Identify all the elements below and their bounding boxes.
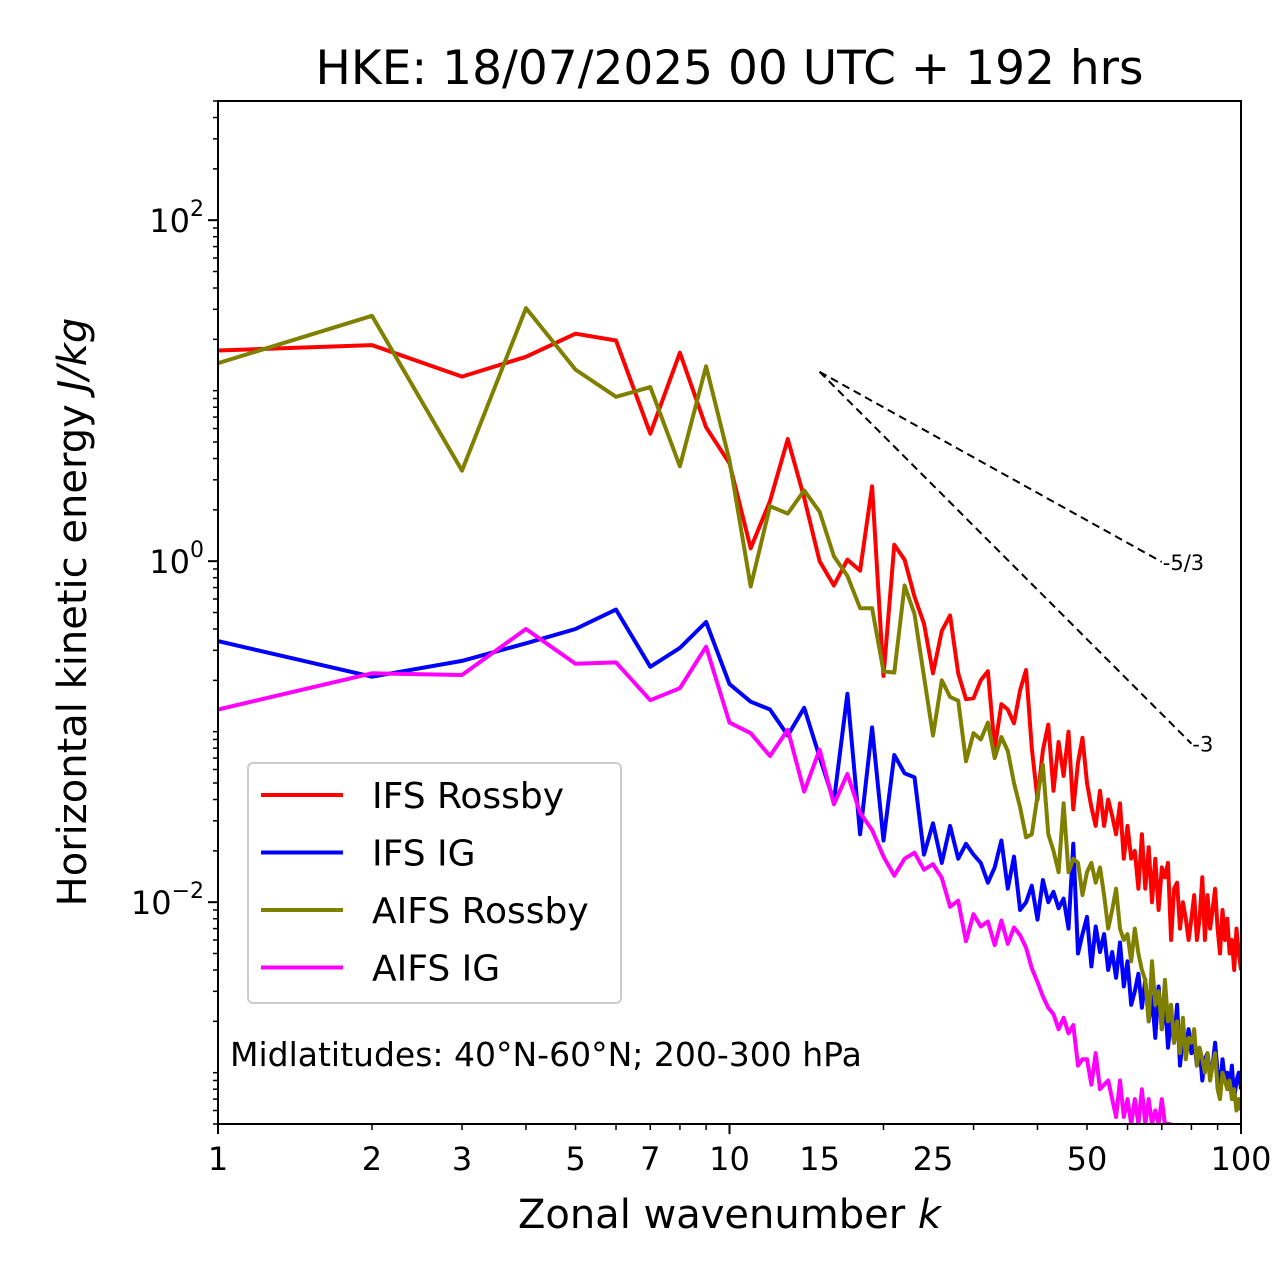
x-tick-label: 25 xyxy=(913,1140,954,1178)
y-tick-label: 100 xyxy=(149,538,204,581)
series-layer xyxy=(218,306,1241,1124)
x-axis-label-text: Zonal wavenumber xyxy=(518,1192,918,1238)
legend-label: AIFS IG xyxy=(372,949,500,990)
region-annotation: Midlatitudes: 40°N-60°N; 200-300 hPa xyxy=(230,1035,862,1074)
reference-line-label-2: -3 xyxy=(1192,733,1213,757)
legend-label: AIFS Rossby xyxy=(372,891,589,932)
y-axis-label: Horizontal kinetic energy J/kg xyxy=(50,318,96,907)
reference-line-1 xyxy=(819,370,1163,563)
x-tick-label: 3 xyxy=(452,1140,472,1178)
reference-lines: -5/3 -3 xyxy=(818,370,1213,757)
y-tick-label: 102 xyxy=(149,197,204,240)
legend-box xyxy=(247,762,622,1004)
x-tick-label: 50 xyxy=(1067,1140,1108,1178)
x-tick-label: 5 xyxy=(565,1140,585,1178)
legend: IFS Rossby IFS IG AIFS Rossby AIFS IG xyxy=(247,762,622,1004)
y-axis-ticks: 102 100 10−2 xyxy=(131,100,218,1125)
x-tick-label: 7 xyxy=(640,1140,660,1178)
legend-entries: IFS Rossby IFS IG AIFS Rossby AIFS IG xyxy=(261,776,589,990)
y-tick-label: 10−2 xyxy=(131,879,204,922)
legend-label: IFS IG xyxy=(372,834,476,875)
x-tick-label: 1 xyxy=(208,1140,228,1178)
x-axis-label-variable: k xyxy=(918,1192,943,1238)
x-axis-label: Zonal wavenumber k xyxy=(518,1192,943,1238)
series-line-aifs-rossby xyxy=(218,306,1241,1113)
x-tick-label: 15 xyxy=(799,1140,840,1178)
y-axis-label-unit: J/kg xyxy=(50,318,96,399)
series-line-aifs-ig xyxy=(218,627,1172,1124)
reference-line-2 xyxy=(818,371,1193,745)
series-line-ifs-rossby xyxy=(218,331,1241,972)
y-axis-label-text: Horizontal kinetic energy xyxy=(50,392,96,907)
legend-label: IFS Rossby xyxy=(372,776,564,817)
chart-title: HKE: 18/07/2025 00 UTC + 192 hrs xyxy=(316,41,1144,96)
x-tick-label: 10 xyxy=(709,1140,750,1178)
series-line-ifs-ig xyxy=(218,607,1241,1102)
x-tick-label: 2 xyxy=(362,1140,382,1178)
x-tick-label: 100 xyxy=(1210,1140,1271,1178)
x-axis-ticks: 1 2 3 5 7 10 15 25 50 100 xyxy=(208,1124,1272,1178)
reference-line-label-1: -5/3 xyxy=(1163,551,1204,575)
